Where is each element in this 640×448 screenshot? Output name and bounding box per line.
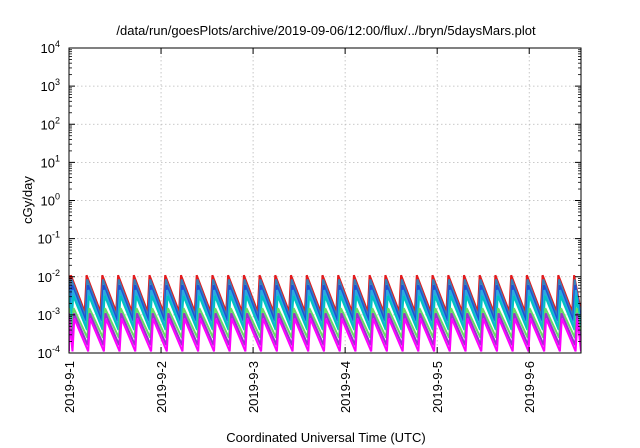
x-axis: 2019-9-1 2019-9-2 2019-9-3 2019-9-4 2019-9-5… (62, 48, 537, 413)
y-tick-label: 10-3 (38, 306, 60, 323)
y-axis-label: cGy/day (20, 176, 35, 224)
y-tick-label: 102 (41, 115, 60, 132)
y-tick-label: 103 (41, 77, 60, 94)
x-tick-label: 2019-9-1 (62, 361, 77, 413)
y-axis: 10-4 10-3 10-2 10-1 100 101 102 103 104 (38, 39, 581, 361)
chart-title: /data/run/goesPlots/archive/2019-09-06/1… (116, 23, 536, 38)
x-tick-label: 2019-9-6 (522, 361, 537, 413)
series-layer (69, 274, 581, 352)
x-axis-label: Coordinated Universal Time (UTC) (226, 430, 425, 445)
x-tick-label: 2019-9-5 (430, 361, 445, 413)
series-line (69, 318, 581, 352)
grid (69, 48, 581, 353)
x-tick-label: 2019-9-2 (154, 361, 169, 413)
y-tick-label: 10-2 (38, 268, 60, 285)
y-tick-label: 10-4 (38, 344, 60, 361)
y-tick-label: 104 (41, 39, 60, 56)
y-tick-label: 101 (41, 153, 60, 170)
y-tick-label: 10-1 (38, 230, 60, 247)
x-tick-label: 2019-9-4 (338, 361, 353, 413)
x-tick-label: 2019-9-3 (246, 361, 261, 413)
y-tick-label: 100 (41, 192, 60, 209)
